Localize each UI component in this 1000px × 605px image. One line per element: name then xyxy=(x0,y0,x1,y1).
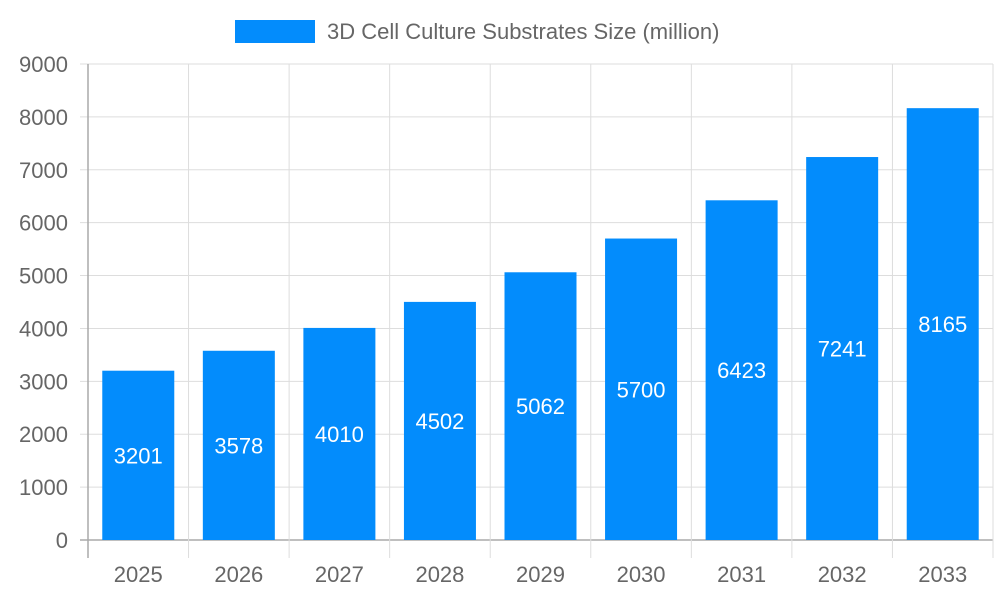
bar-2025 xyxy=(102,370,175,540)
data-label-2033: 8165 xyxy=(918,312,967,337)
x-tick-label: 2032 xyxy=(818,562,867,587)
y-tick-label: 4000 xyxy=(19,316,68,341)
data-label-2030: 5700 xyxy=(617,377,666,402)
legend[interactable]: 3D Cell Culture Substrates Size (million… xyxy=(235,19,719,44)
bar-2031 xyxy=(705,200,778,540)
y-tick-label: 1000 xyxy=(19,475,68,500)
bar-2033 xyxy=(906,108,979,540)
data-label-2025: 3201 xyxy=(114,443,163,468)
x-tick-label: 2030 xyxy=(617,562,666,587)
data-label-2029: 5062 xyxy=(516,394,565,419)
bar-2027 xyxy=(303,327,376,540)
data-label-2026: 3578 xyxy=(214,433,263,458)
bar-2029 xyxy=(504,272,577,540)
bar-2030 xyxy=(605,238,678,541)
x-tick-label: 2025 xyxy=(114,562,163,587)
y-tick-label: 6000 xyxy=(19,211,68,236)
x-tick-label: 2027 xyxy=(315,562,364,587)
axes: 0 1000 2000 3000 4000 5000 6000 7000 8000 9000 202… xyxy=(19,52,967,587)
y-tick-label: 5000 xyxy=(19,264,68,289)
y-tick-label: 0 xyxy=(56,528,68,553)
data-label-2027: 4010 xyxy=(315,422,364,447)
bar-2032 xyxy=(806,157,879,540)
y-tick-label: 2000 xyxy=(19,422,68,447)
data-label-2032: 7241 xyxy=(818,337,867,362)
x-tick-label: 2031 xyxy=(717,562,766,587)
x-tick-label: 2033 xyxy=(918,562,967,587)
bar-2026 xyxy=(202,350,275,540)
data-label-2031: 6423 xyxy=(717,358,766,383)
legend-label: 3D Cell Culture Substrates Size (million… xyxy=(327,19,719,44)
x-tick-label: 2026 xyxy=(214,562,263,587)
x-tick-label: 2028 xyxy=(415,562,464,587)
y-tick-label: 9000 xyxy=(19,52,68,77)
legend-swatch xyxy=(235,20,315,43)
x-tick-label: 2029 xyxy=(516,562,565,587)
y-tick-label: 7000 xyxy=(19,158,68,183)
bar-2028 xyxy=(403,301,476,540)
data-label-2028: 4502 xyxy=(415,409,464,434)
bars: 3201 3578 4010 4502 5062 5700 6423 7241 8165 xyxy=(102,108,979,541)
y-tick-label: 8000 xyxy=(19,105,68,130)
y-tick-label: 3000 xyxy=(19,369,68,394)
